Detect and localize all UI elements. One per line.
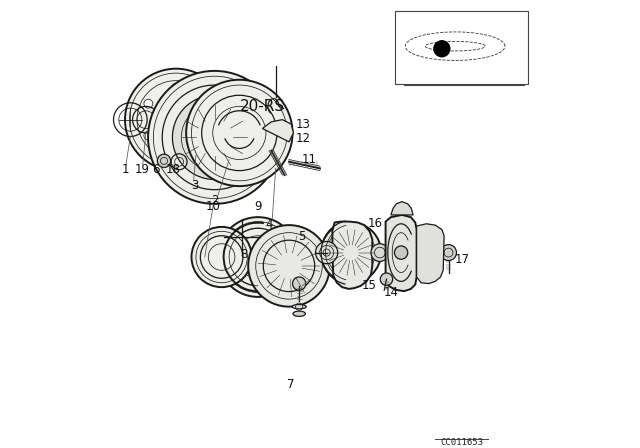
Circle shape bbox=[371, 244, 388, 262]
Text: 20-RS: 20-RS bbox=[240, 99, 285, 114]
Circle shape bbox=[172, 147, 180, 156]
Bar bbox=[396, 11, 528, 84]
Text: 11: 11 bbox=[301, 153, 316, 166]
Polygon shape bbox=[385, 215, 417, 291]
Text: 12: 12 bbox=[296, 132, 310, 145]
Polygon shape bbox=[417, 224, 444, 284]
Text: 14: 14 bbox=[383, 286, 399, 299]
Polygon shape bbox=[262, 120, 293, 142]
Circle shape bbox=[218, 217, 298, 297]
Polygon shape bbox=[332, 222, 372, 289]
Circle shape bbox=[248, 225, 330, 306]
Ellipse shape bbox=[293, 311, 305, 316]
Circle shape bbox=[380, 273, 393, 285]
Text: 8: 8 bbox=[240, 248, 248, 261]
Circle shape bbox=[191, 227, 252, 287]
Text: 7: 7 bbox=[287, 378, 295, 391]
Text: CC011653: CC011653 bbox=[440, 438, 483, 447]
Text: 2: 2 bbox=[211, 194, 218, 207]
Circle shape bbox=[199, 131, 208, 140]
Text: 18: 18 bbox=[166, 163, 180, 176]
Circle shape bbox=[186, 80, 292, 186]
Text: 15: 15 bbox=[362, 279, 376, 293]
Text: 1: 1 bbox=[121, 163, 129, 176]
Circle shape bbox=[292, 277, 306, 290]
Circle shape bbox=[440, 245, 456, 261]
Text: 17: 17 bbox=[454, 253, 469, 266]
Text: 9: 9 bbox=[254, 199, 262, 212]
Circle shape bbox=[321, 223, 381, 283]
Text: 10: 10 bbox=[205, 199, 220, 212]
Circle shape bbox=[172, 83, 180, 92]
Circle shape bbox=[125, 69, 227, 171]
Circle shape bbox=[144, 99, 153, 108]
Circle shape bbox=[144, 131, 153, 140]
Circle shape bbox=[394, 246, 408, 259]
Circle shape bbox=[190, 113, 239, 162]
Text: 6: 6 bbox=[152, 163, 160, 176]
Circle shape bbox=[148, 71, 281, 204]
Circle shape bbox=[316, 241, 338, 264]
Circle shape bbox=[172, 95, 257, 180]
Circle shape bbox=[153, 97, 199, 143]
Text: 5: 5 bbox=[299, 230, 306, 243]
Circle shape bbox=[157, 154, 171, 168]
Circle shape bbox=[199, 99, 208, 108]
Ellipse shape bbox=[292, 305, 307, 309]
Text: 19: 19 bbox=[134, 163, 149, 176]
Circle shape bbox=[434, 41, 450, 57]
Text: 3: 3 bbox=[191, 179, 199, 192]
Text: 16: 16 bbox=[368, 217, 383, 230]
Polygon shape bbox=[391, 202, 413, 215]
Text: 4: 4 bbox=[266, 218, 273, 231]
Text: 13: 13 bbox=[296, 118, 310, 131]
